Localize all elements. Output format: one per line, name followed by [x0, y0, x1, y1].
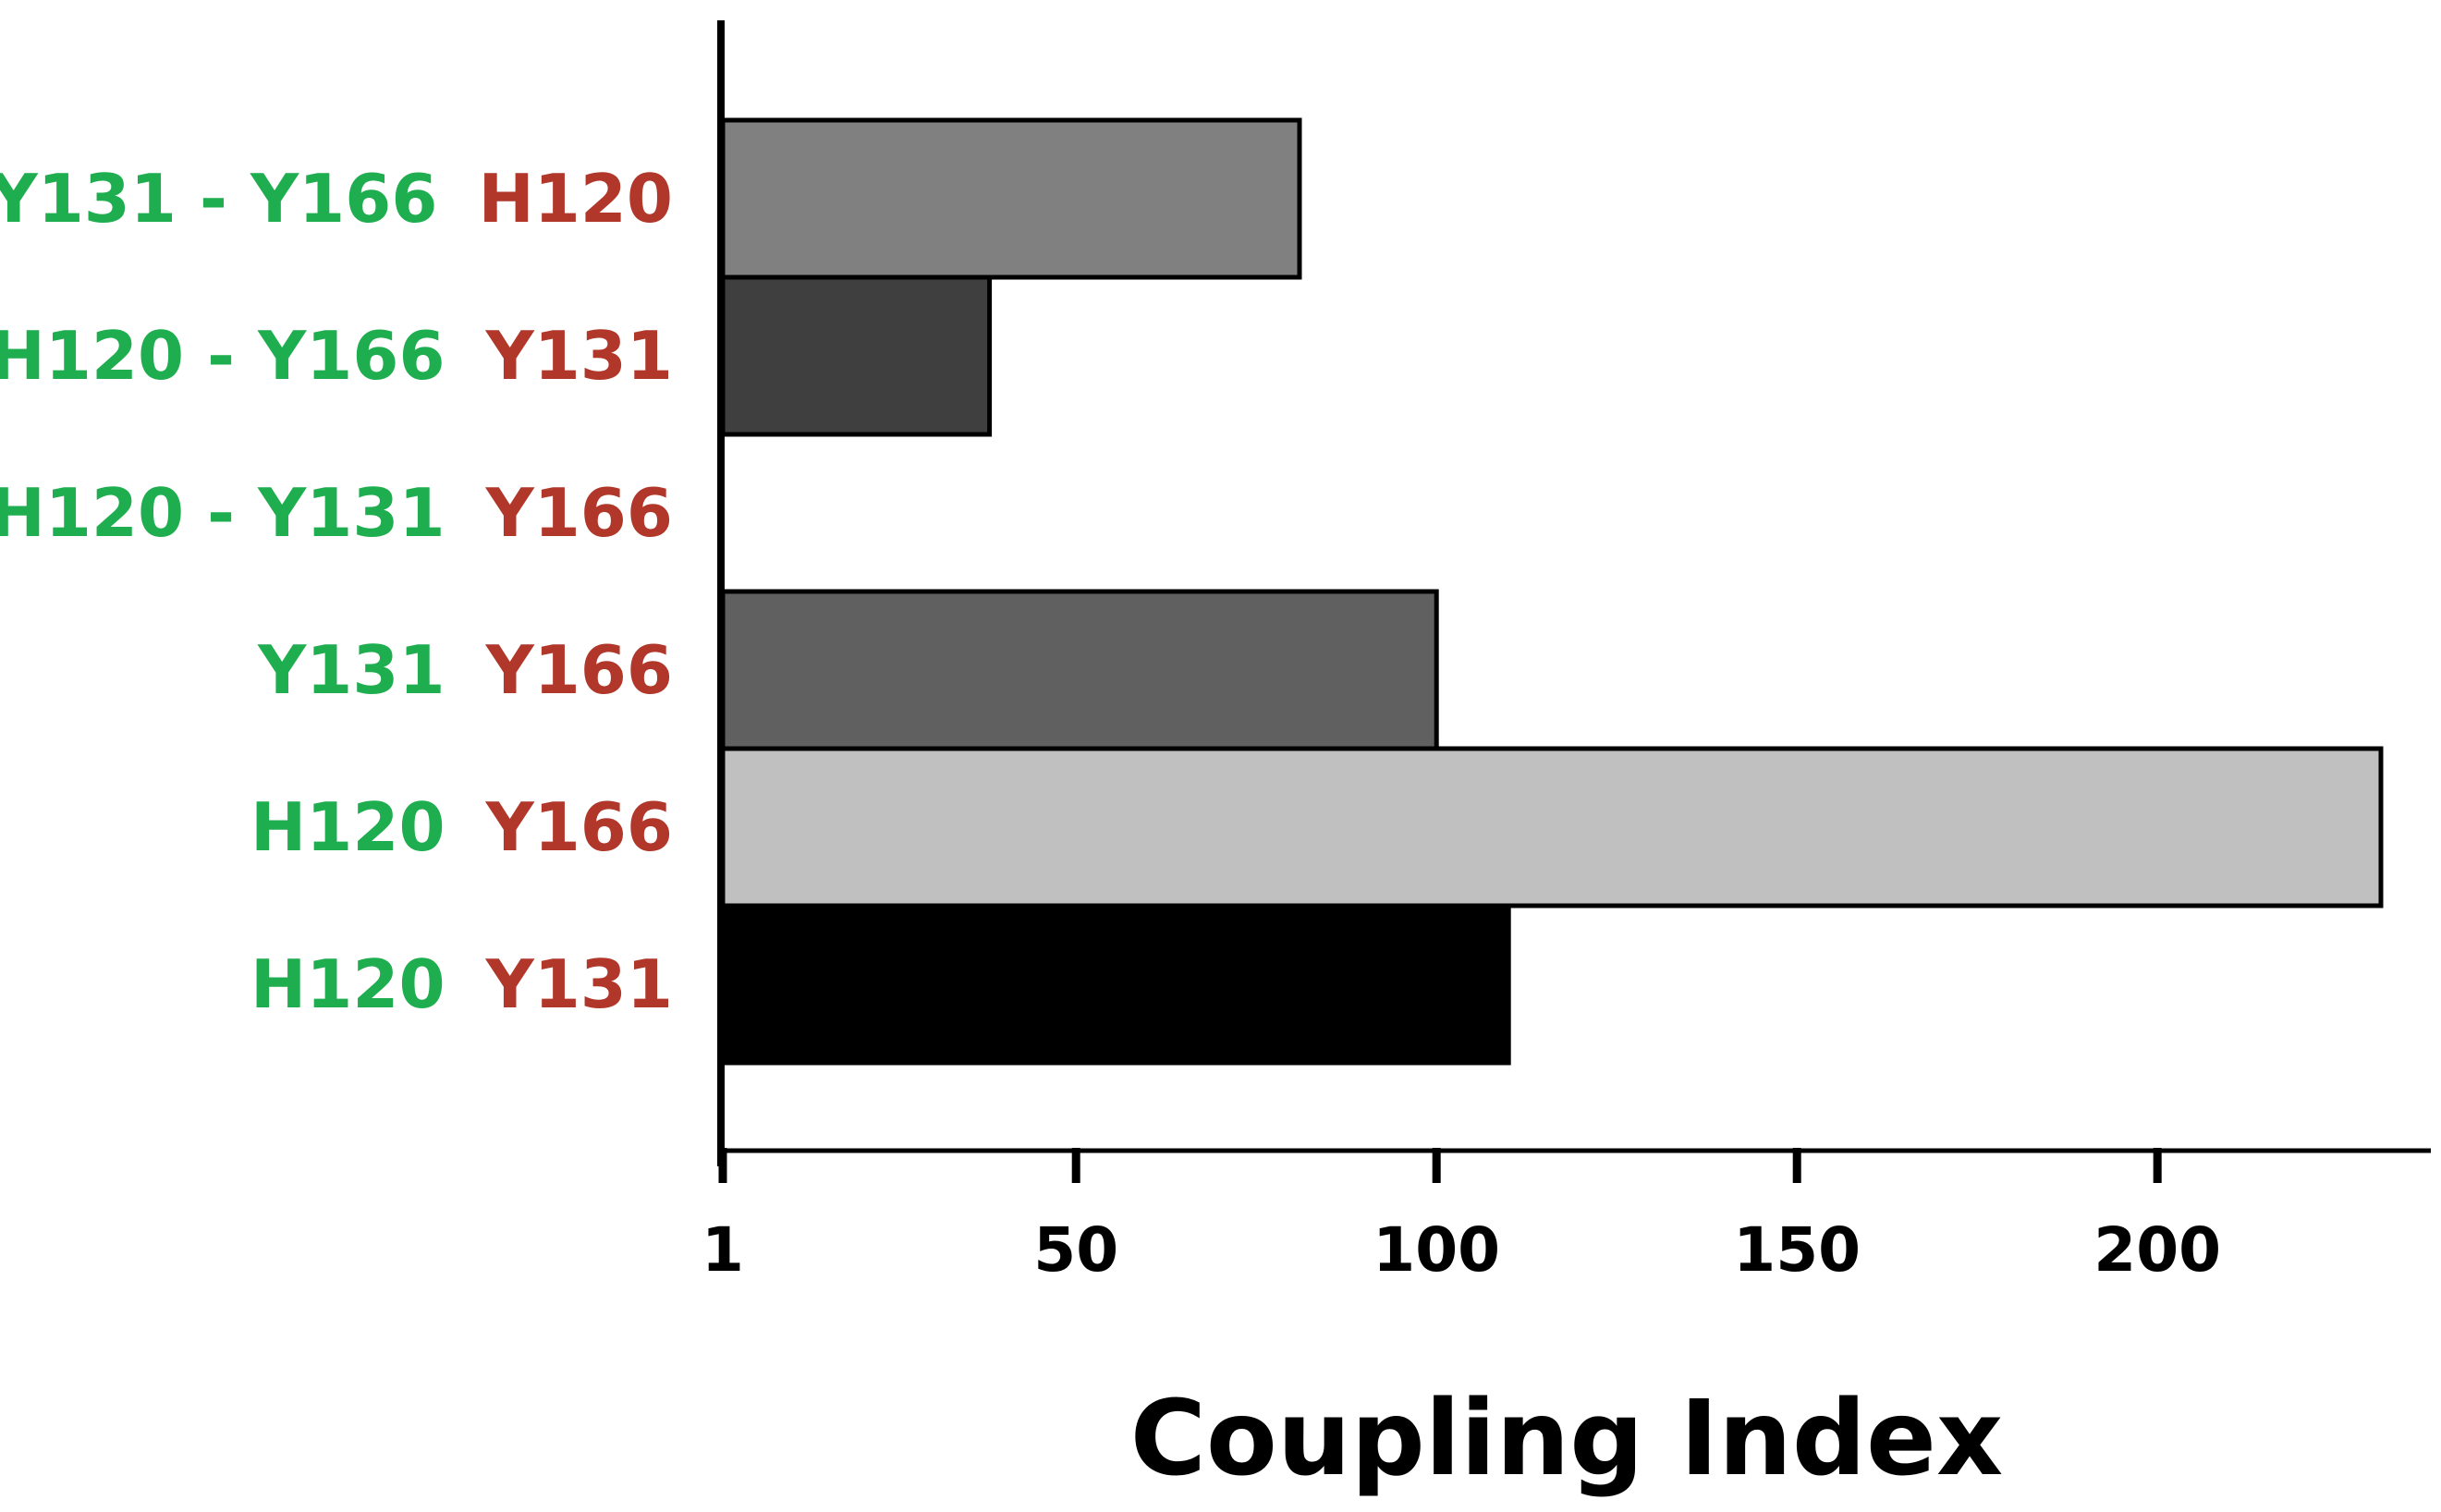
ticks-layer: 1 50 100 150 200 — [702, 1148, 2221, 1286]
bars-layer — [720, 117, 2384, 1066]
bar-1 — [720, 117, 1302, 280]
x-tick-label-200: 200 — [2093, 1214, 2221, 1286]
category-6-second-part: Y131 — [485, 945, 673, 1023]
bar-5 — [720, 746, 2384, 908]
category-5-first-part: H120 — [250, 788, 445, 866]
category-3-first-part: H120 - Y131 — [0, 474, 445, 552]
category-4-second-part: Y166 — [485, 631, 673, 709]
category-1-first-part: Y131 - Y166 — [0, 160, 437, 238]
x-tick-label-100: 100 — [1373, 1214, 1500, 1286]
axes-layer — [717, 20, 2431, 1166]
bar-4 — [720, 589, 1439, 751]
category-2-second-part: Y131 — [485, 317, 673, 395]
x-tick-label-1: 1 — [702, 1214, 744, 1286]
x-axis-title: Coupling Index — [1130, 1379, 2004, 1499]
category-5-second-part: Y166 — [485, 788, 673, 866]
bar-2 — [720, 274, 993, 437]
x-tick-label-50: 50 — [1033, 1214, 1118, 1286]
category-4-first-part: Y131 — [257, 631, 445, 709]
bar-6 — [720, 903, 1511, 1066]
labels-layer: H120 Y131 - Y166 Y131 H120 - Y166 Y166 H120 -… — [0, 160, 673, 1023]
category-3-second-part: Y166 — [485, 474, 673, 552]
category-6-first-part: H120 — [250, 945, 445, 1023]
x-tick-label-150: 150 — [1733, 1214, 1861, 1286]
category-2-first-part: H120 - Y166 — [0, 317, 445, 395]
category-1-second-part: H120 — [478, 160, 673, 238]
